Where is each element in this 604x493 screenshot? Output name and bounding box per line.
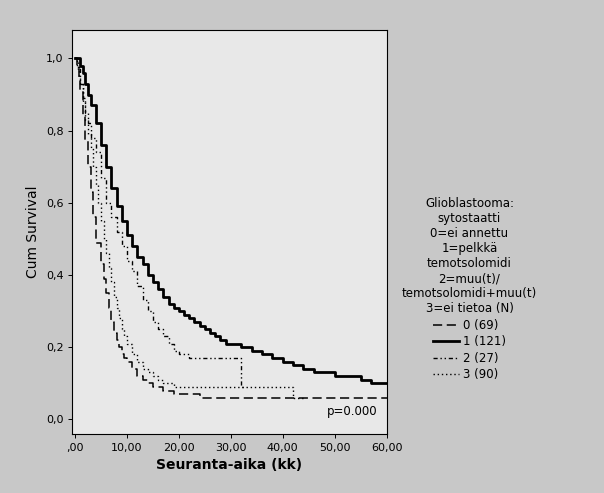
Text: p=0.000: p=0.000 <box>327 405 377 418</box>
Legend: 0 (69), 1 (121), 2 (27), 3 (90): 0 (69), 1 (121), 2 (27), 3 (90) <box>402 197 537 382</box>
Y-axis label: Cum Survival: Cum Survival <box>26 185 40 278</box>
X-axis label: Seuranta-aika (kk): Seuranta-aika (kk) <box>156 458 303 472</box>
